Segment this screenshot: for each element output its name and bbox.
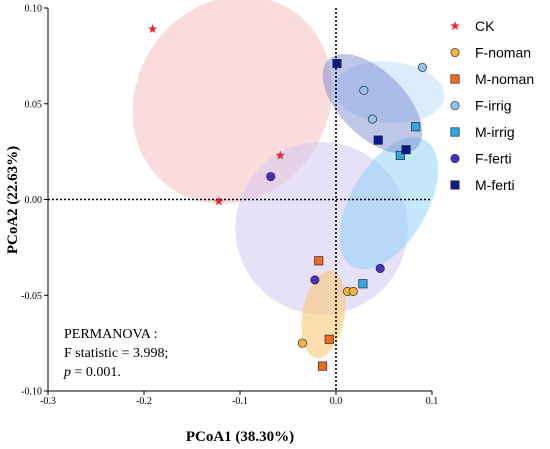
legend-item-m-irrig: M-irrig	[450, 124, 515, 140]
data-point-m-irrig	[411, 122, 421, 132]
ellipse-m-irrig	[339, 137, 439, 270]
y-tick-label: 0.10	[25, 4, 43, 15]
legend: CK F-noman M-noman F-irrig M-irrig F-ferti M-f…	[450, 18, 534, 193]
ellipse-noman	[301, 270, 346, 359]
legend-item-m-ferti: M-ferti	[450, 177, 515, 193]
legend-marker-f-noman	[450, 47, 460, 58]
y-tick-label: 0.00	[25, 195, 43, 206]
annotation-p-symbol: p	[63, 365, 71, 380]
legend-label-m-irrig: M-irrig	[475, 124, 515, 140]
legend-marker-m-ferti	[450, 180, 460, 190]
legend-item-m-noman: M-noman	[450, 71, 534, 87]
data-point-ck	[214, 196, 224, 206]
series-f-ferti	[266, 171, 385, 285]
legend-item-f-ferti: F-ferti	[450, 151, 512, 167]
legend-marker-f-irrig	[450, 100, 460, 111]
points-layer	[147, 24, 427, 371]
data-point-m-ferti	[373, 135, 383, 145]
x-tick-label: 0.0	[330, 396, 343, 407]
annotation-line-2: F statistic = 3.998;	[64, 346, 168, 361]
series-ck	[147, 24, 286, 206]
y-tick-label: 0.05	[25, 99, 43, 110]
series-m-ferti	[332, 58, 411, 155]
data-point-m-ferti	[332, 58, 342, 69]
legend-item-f-irrig: F-irrig	[450, 98, 512, 114]
data-point-ck	[147, 24, 158, 34]
permanova-annotation: PERMANOVA : F statistic = 3.998; p = 0.0…	[63, 327, 168, 380]
data-point-f-ferti	[310, 275, 320, 285]
data-point-m-ferti	[401, 145, 411, 155]
legend-label-f-noman: F-noman	[475, 45, 531, 61]
legend-marker-ck	[450, 21, 460, 31]
legend-marker-m-irrig	[450, 127, 460, 137]
legend-item-ck: CK	[450, 18, 495, 34]
data-point-f-irrig	[359, 85, 369, 95]
legend-label-m-ferti: M-ferti	[475, 177, 515, 193]
data-point-f-irrig	[417, 62, 427, 72]
data-point-m-noman	[324, 334, 334, 344]
ellipse-layer	[132, 0, 445, 359]
series-f-irrig	[359, 62, 427, 124]
data-point-f-noman	[348, 286, 358, 296]
x-tick-label: 0.1	[426, 396, 439, 407]
data-point-f-irrig	[367, 114, 378, 124]
x-tick-label: -0.2	[136, 396, 152, 407]
ellipse-f-irrig	[333, 61, 445, 124]
data-point-f-ferti	[375, 263, 385, 273]
legend-label-ck: CK	[475, 18, 495, 34]
axes-layer: -0.3 -0.2 -0.1 0.0 0.1 0.10 0.05 0.00 -0.05 -0.10	[21, 4, 438, 408]
series-f-noman	[297, 286, 358, 348]
y-tick-label: -0.10	[21, 387, 42, 398]
data-point-ck	[275, 150, 286, 160]
y-tick-label: -0.05	[21, 291, 42, 302]
legend-item-f-noman: F-noman	[450, 45, 531, 61]
annotation-line-3: p = 0.001.	[63, 365, 121, 380]
data-point-m-noman	[314, 256, 324, 266]
data-point-f-ferti	[266, 171, 276, 182]
data-point-f-noman	[297, 338, 307, 348]
legend-label-m-noman: M-noman	[475, 71, 534, 87]
x-axis-title: PCoA1 (38.30%)	[186, 429, 294, 445]
y-axis-title: PCoA2 (22.63%)	[5, 146, 21, 254]
x-tick-label: -0.1	[232, 396, 248, 407]
series-m-noman	[314, 256, 334, 371]
series-m-irrig	[358, 122, 421, 289]
legend-label-f-ferti: F-ferti	[475, 151, 512, 167]
x-tick-label: -0.3	[40, 396, 56, 407]
legend-marker-f-ferti	[450, 153, 460, 164]
annotation-line-1: PERMANOVA :	[64, 327, 158, 342]
legend-marker-m-noman	[450, 74, 460, 84]
legend-label-f-irrig: F-irrig	[475, 98, 512, 114]
ellipse-m-ferti	[322, 53, 423, 154]
data-point-m-noman	[318, 361, 328, 371]
data-point-m-irrig	[395, 150, 405, 161]
annotation-p-value: = 0.001.	[71, 365, 121, 380]
data-point-m-irrig	[358, 279, 368, 289]
